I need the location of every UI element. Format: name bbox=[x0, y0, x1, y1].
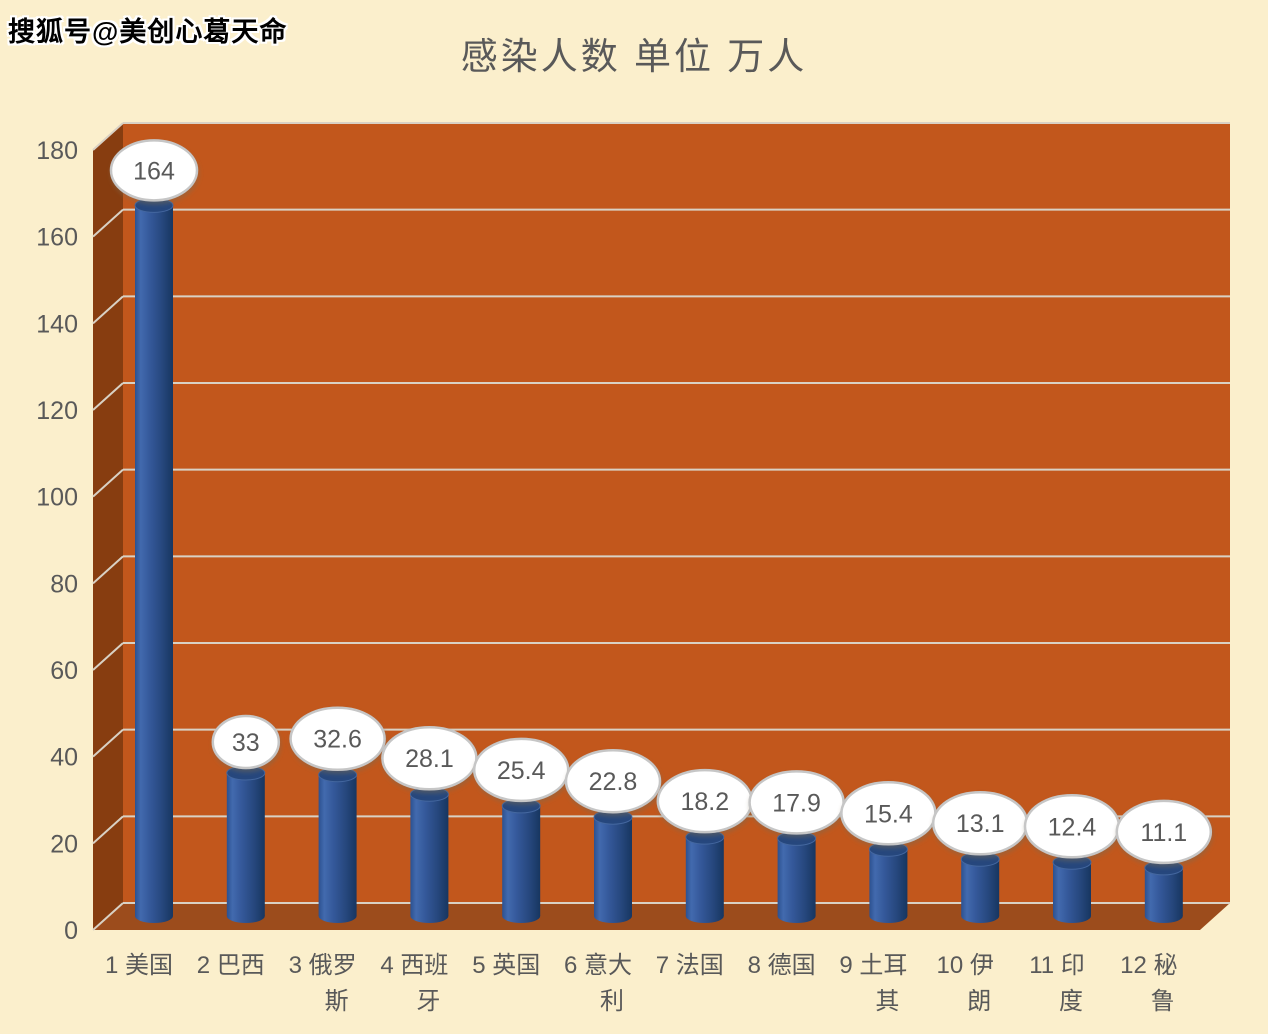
x-axis-label: 7 法国 bbox=[656, 952, 724, 979]
chart-title: 感染人数 单位 万人 bbox=[460, 36, 808, 77]
x-axis-label: 2 巴西 bbox=[197, 952, 265, 979]
gridline-side bbox=[92, 468, 124, 498]
gridline-side bbox=[92, 295, 124, 325]
y-axis-tick-label: 40 bbox=[50, 744, 78, 772]
value-callout bbox=[109, 139, 199, 202]
bar-cylinder bbox=[1144, 867, 1183, 916]
chart-floor bbox=[93, 903, 1230, 930]
value-label: 17.9 bbox=[772, 789, 821, 817]
bar-cylinder bbox=[961, 859, 1000, 916]
y-axis-tick-label: 100 bbox=[36, 484, 78, 512]
bar-cylinder bbox=[777, 838, 816, 916]
x-axis-label: 1 美国 bbox=[105, 952, 173, 979]
gridline-side bbox=[92, 642, 124, 671]
watermark-text: 搜狐号@美创心葛天命 bbox=[8, 17, 288, 47]
value-callout bbox=[564, 748, 662, 814]
value-callout bbox=[211, 714, 281, 770]
value-label: 13.1 bbox=[956, 810, 1005, 838]
y-axis-tick-label: 20 bbox=[50, 830, 78, 858]
y-axis-tick-label: 60 bbox=[50, 657, 78, 685]
gridline-side bbox=[92, 382, 124, 411]
value-label: 33 bbox=[232, 729, 260, 757]
bar-cylinder bbox=[594, 817, 632, 916]
value-callout bbox=[1115, 799, 1213, 865]
value-label: 25.4 bbox=[497, 757, 546, 785]
x-axis-label: 3 俄罗斯 bbox=[289, 952, 357, 1015]
gridline-side bbox=[92, 122, 124, 151]
y-axis-tick-label: 80 bbox=[50, 570, 78, 598]
y-axis-tick-label: 140 bbox=[36, 310, 78, 338]
y-axis-tick-label: 160 bbox=[36, 224, 78, 252]
bar-cylinder bbox=[226, 773, 265, 916]
value-label: 164 bbox=[133, 157, 175, 185]
x-axis-label: 12 秘鲁 bbox=[1120, 952, 1177, 1015]
value-label: 11.1 bbox=[1140, 819, 1187, 847]
x-axis-label: 5 英国 bbox=[472, 952, 540, 979]
back-wall bbox=[123, 123, 1230, 903]
bar-cylinder bbox=[502, 805, 541, 916]
value-callout bbox=[289, 706, 386, 771]
bar-cylinder bbox=[869, 849, 908, 916]
bar-cylinder bbox=[685, 837, 724, 916]
value-label: 18.2 bbox=[680, 788, 729, 816]
value-label: 15.4 bbox=[864, 800, 913, 828]
value-label: 32.6 bbox=[313, 726, 362, 754]
x-axis-label: 10 伊朗 bbox=[937, 952, 994, 1015]
value-label: 28.1 bbox=[405, 745, 454, 773]
gridline-side bbox=[92, 728, 124, 758]
bar-cylinder bbox=[410, 794, 449, 916]
side-wall bbox=[93, 123, 123, 930]
y-axis-tick-label: 0 bbox=[64, 917, 78, 945]
x-axis-label: 9 土耳其 bbox=[839, 952, 907, 1015]
value-label: 22.8 bbox=[589, 768, 638, 796]
bar-cylinder bbox=[1053, 862, 1091, 916]
x-axis-label: 6 意大利 bbox=[564, 952, 632, 1015]
x-axis-label: 11 印度 bbox=[1029, 952, 1085, 1015]
bar-cylinder bbox=[135, 205, 173, 917]
gridline-side bbox=[92, 902, 124, 931]
bar-cylinder bbox=[318, 774, 357, 916]
y-axis-tick-label: 120 bbox=[36, 397, 78, 425]
gridline-side bbox=[92, 555, 124, 585]
y-axis-tick-label: 180 bbox=[36, 137, 78, 165]
x-axis-label: 4 西班牙 bbox=[380, 952, 448, 1015]
x-axis-label: 8 德国 bbox=[748, 952, 816, 979]
gridline-side bbox=[92, 208, 124, 238]
value-label: 12.4 bbox=[1048, 813, 1097, 841]
gridline-side bbox=[92, 815, 124, 845]
